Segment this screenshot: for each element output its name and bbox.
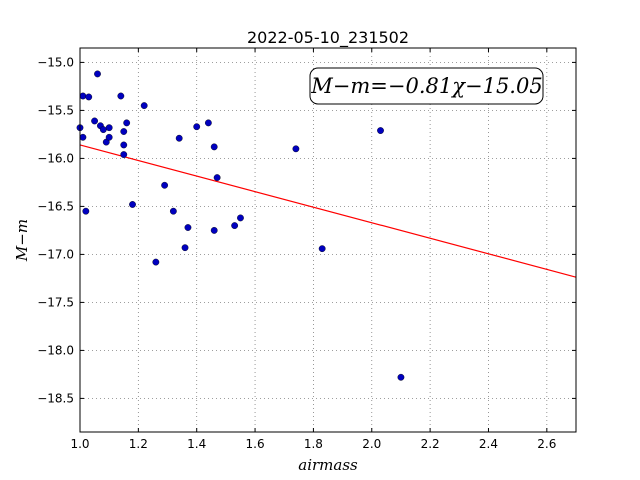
data-point [161,181,169,189]
data-point [99,126,107,134]
annotation-text: M−m=−0.81χ−15.05 [310,74,542,98]
y-tick-label: −15.0 [37,55,74,69]
data-point [237,214,244,222]
data-point [204,119,212,127]
y-tick-label: −16.5 [37,199,74,213]
data-point [231,222,239,230]
data-point [120,151,128,158]
x-tick-label: 1.4 [187,437,206,451]
x-tick-label: 2.0 [362,437,381,451]
ticks: 1.0 1.2 1.4 1.6 1.8 2.0 2.2 2.4 2.6 −15.0 −15.5 −16… [37,48,576,451]
data-point [210,143,218,151]
data-point [117,92,125,100]
x-tick-label: 1.8 [304,437,323,451]
x-tick-label: 1.6 [246,437,265,451]
y-tick-label: −17.0 [37,247,74,261]
data-point [152,258,160,266]
x-tick-label: 1.2 [129,437,148,451]
data-point [169,207,177,215]
data-point [105,124,113,132]
x-tick-label: 2.2 [421,437,440,451]
y-tick-label: −17.5 [37,295,74,309]
data-point [120,141,128,149]
data-point [79,133,87,141]
x-axis-label: airmass [298,456,358,474]
data-point [377,127,384,134]
data-point [193,123,201,131]
data-point [129,201,136,208]
data-point [181,244,189,252]
data-point [91,117,98,125]
annotation-box: M−m=−0.81χ−15.05 [309,67,544,105]
annotation-frame [309,67,544,105]
data-point [120,128,128,135]
grid [79,48,576,432]
data-point [318,245,326,253]
data-point [175,134,183,142]
data-point [82,207,90,215]
y-tick-label: −18.0 [37,343,74,357]
x-tick-label: 1.0 [70,437,89,451]
y-tick-label: −18.5 [37,391,74,405]
chart-title: 2022-05-10_231502 [247,28,409,48]
data-points [76,70,405,381]
y-axis-label: M−m [13,219,31,262]
fit-line [79,144,577,278]
data-point [213,174,221,182]
data-point [292,145,300,153]
fit-line-layer [79,144,577,278]
y-tick-label: −16.0 [37,151,74,165]
data-point [140,102,148,110]
plot-area [80,48,576,432]
data-point [105,133,113,141]
data-point [184,224,192,231]
data-point [397,373,405,381]
data-point [79,92,87,100]
y-tick-label: −15.5 [37,103,74,117]
data-point [94,70,101,78]
plot-frame [79,47,577,433]
data-point [210,226,218,234]
data-point [85,93,93,101]
data-point [123,119,131,127]
x-tick-label: 2.4 [479,437,498,451]
x-tick-label: 2.6 [537,437,556,451]
